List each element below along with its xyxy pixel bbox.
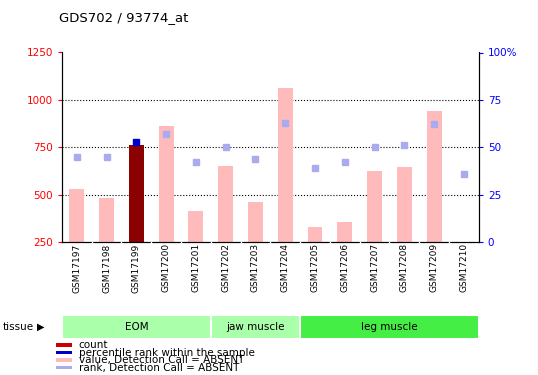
Text: EOM: EOM xyxy=(124,322,148,332)
Text: GSM17198: GSM17198 xyxy=(102,243,111,292)
Text: GSM17202: GSM17202 xyxy=(221,243,230,292)
Text: GSM17210: GSM17210 xyxy=(459,243,469,292)
Bar xyxy=(218,166,233,242)
Bar xyxy=(308,227,322,242)
Text: rank, Detection Call = ABSENT: rank, Detection Call = ABSENT xyxy=(79,363,239,372)
Bar xyxy=(56,343,72,347)
Text: GSM17199: GSM17199 xyxy=(132,243,141,292)
Bar xyxy=(188,211,203,242)
Bar xyxy=(62,315,211,339)
Bar xyxy=(427,111,442,242)
Bar xyxy=(211,315,300,339)
Text: GSM17209: GSM17209 xyxy=(430,243,438,292)
Text: ▶: ▶ xyxy=(37,322,44,332)
Text: GSM17201: GSM17201 xyxy=(192,243,200,292)
Bar xyxy=(69,189,84,242)
Text: GSM17203: GSM17203 xyxy=(251,243,260,292)
Text: GDS702 / 93774_at: GDS702 / 93774_at xyxy=(59,11,188,24)
Text: jaw muscle: jaw muscle xyxy=(226,322,285,332)
Text: tissue: tissue xyxy=(3,322,34,332)
Bar xyxy=(337,222,352,242)
Bar xyxy=(397,167,412,242)
Text: GSM17205: GSM17205 xyxy=(310,243,320,292)
Bar xyxy=(99,198,114,242)
Text: GSM17206: GSM17206 xyxy=(341,243,349,292)
Text: percentile rank within the sample: percentile rank within the sample xyxy=(79,348,254,357)
Bar xyxy=(159,126,174,242)
Bar xyxy=(248,202,263,242)
Bar xyxy=(278,88,293,242)
Text: GSM17197: GSM17197 xyxy=(72,243,81,292)
Bar xyxy=(56,366,72,369)
Text: GSM17208: GSM17208 xyxy=(400,243,409,292)
Bar xyxy=(129,145,144,242)
Bar xyxy=(56,358,72,362)
Text: GSM17204: GSM17204 xyxy=(281,243,290,292)
Text: GSM17207: GSM17207 xyxy=(370,243,379,292)
Text: value, Detection Call = ABSENT: value, Detection Call = ABSENT xyxy=(79,355,244,365)
Bar xyxy=(300,315,479,339)
Text: count: count xyxy=(79,340,108,350)
Bar xyxy=(56,351,72,354)
Text: leg muscle: leg muscle xyxy=(361,322,418,332)
Bar xyxy=(367,171,382,242)
Bar xyxy=(456,242,471,246)
Text: GSM17200: GSM17200 xyxy=(161,243,171,292)
